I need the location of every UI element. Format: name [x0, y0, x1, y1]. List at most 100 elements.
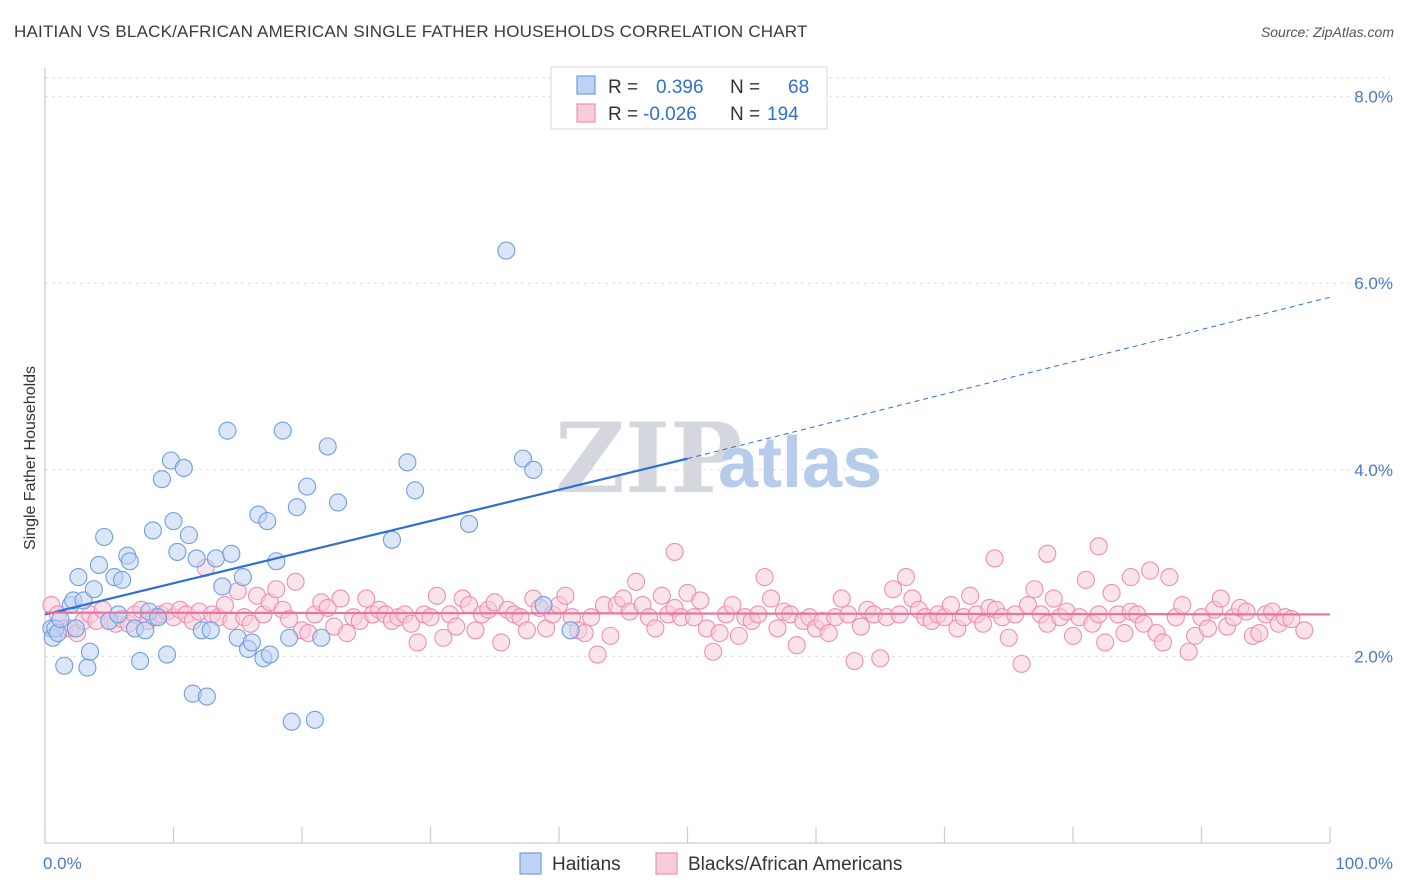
point-haitians [459, 514, 479, 533]
point-blacks [492, 633, 511, 652]
x-tick-label-min: 0.0% [43, 854, 82, 873]
point-haitians [143, 521, 162, 540]
point-blacks [421, 608, 440, 627]
y-tick-label: 6.0% [1354, 274, 1393, 293]
legend-label-blacks: Blacks/African Americans [688, 854, 902, 875]
point-haitians [561, 621, 580, 640]
point-blacks [1102, 583, 1121, 603]
point-haitians [174, 458, 193, 478]
point-haitians [222, 544, 241, 563]
point-haitians [398, 453, 417, 472]
point-haitians [131, 652, 150, 671]
point-blacks [961, 586, 980, 605]
point-blacks [1211, 589, 1230, 608]
point-blacks [1044, 589, 1063, 608]
point-blacks [973, 614, 993, 633]
point-blacks [402, 614, 421, 633]
point-blacks [1096, 633, 1115, 652]
point-blacks [941, 596, 960, 615]
point-blacks [337, 624, 357, 643]
point-haitians [168, 542, 187, 561]
point-haitians [273, 421, 292, 440]
point-haitians [305, 710, 324, 729]
point-blacks [427, 586, 446, 605]
point-haitians [497, 241, 516, 260]
point-haitians [242, 633, 261, 652]
point-blacks [871, 649, 890, 668]
stats-swatch-haitians [576, 75, 596, 95]
point-blacks [819, 624, 838, 643]
point-blacks [447, 617, 466, 636]
point-blacks [1115, 624, 1134, 643]
point-haitians [213, 577, 232, 596]
point-blacks [1160, 568, 1179, 587]
point-blacks [1025, 580, 1044, 599]
point-blacks [652, 586, 671, 605]
y-axis-title: Single Father Households [22, 366, 39, 550]
point-blacks [761, 589, 781, 608]
chart-title: HAITIAN VS BLACK/AFRICAN AMERICAN SINGLE… [14, 22, 808, 41]
point-haitians [282, 712, 301, 731]
stats-n-label-1: N = [730, 77, 760, 98]
point-blacks [1173, 596, 1192, 615]
point-haitians [89, 555, 109, 575]
y-tick-label: 4.0% [1354, 461, 1393, 480]
point-haitians [164, 512, 183, 531]
legend-swatch-haitians [519, 852, 542, 875]
point-blacks [1250, 624, 1269, 643]
point-blacks [331, 589, 350, 608]
stats-r-value-2: -0.026 [643, 104, 697, 125]
trend-line-blacks [44, 611, 1331, 616]
point-haitians [66, 619, 85, 638]
stats-r-value-1: 0.396 [656, 77, 704, 98]
point-haitians [382, 530, 402, 549]
point-haitians [158, 645, 177, 664]
watermark-zip: ZIP [555, 402, 742, 515]
stats-box-frame [550, 66, 828, 130]
point-blacks [999, 628, 1018, 647]
point-blacks [1295, 621, 1314, 640]
point-blacks [896, 568, 916, 587]
stats-swatch-blacks [576, 103, 596, 123]
point-haitians [120, 552, 139, 571]
y-tick-label: 8.0% [1354, 88, 1393, 107]
axes [44, 68, 1331, 844]
point-haitians [328, 493, 348, 512]
point-blacks [851, 617, 871, 636]
watermark-atlas: atlas [718, 423, 882, 503]
point-haitians [95, 527, 114, 547]
point-blacks [729, 626, 748, 645]
stats-r-label-1: R = [608, 77, 638, 98]
point-haitians [206, 549, 225, 568]
point-blacks [241, 614, 260, 633]
point-haitians [218, 421, 237, 440]
point-blacks [588, 645, 607, 664]
point-haitians [534, 596, 553, 615]
point-haitians [55, 656, 74, 675]
stats-r-label-2: R = [608, 104, 638, 125]
point-blacks [665, 542, 684, 561]
point-haitians [78, 658, 97, 677]
point-haitians [113, 570, 132, 589]
point-haitians [298, 477, 317, 496]
x-tick-label-max: 100.0% [1335, 854, 1393, 873]
point-haitians [152, 470, 171, 489]
point-haitians [69, 568, 88, 587]
point-haitians [233, 568, 252, 587]
point-haitians [80, 642, 100, 661]
point-haitians [287, 498, 306, 517]
point-blacks [832, 589, 851, 608]
point-haitians [267, 552, 286, 571]
point-blacks [556, 586, 575, 605]
point-blacks [1121, 568, 1140, 587]
point-blacks [280, 610, 299, 629]
point-blacks [357, 589, 376, 608]
point-blacks [1198, 619, 1217, 638]
point-blacks [267, 580, 286, 599]
point-blacks [1012, 654, 1031, 673]
trend-lines [44, 296, 1331, 616]
point-haitians [312, 628, 331, 647]
point-blacks [1237, 602, 1256, 621]
point-blacks [704, 642, 723, 661]
